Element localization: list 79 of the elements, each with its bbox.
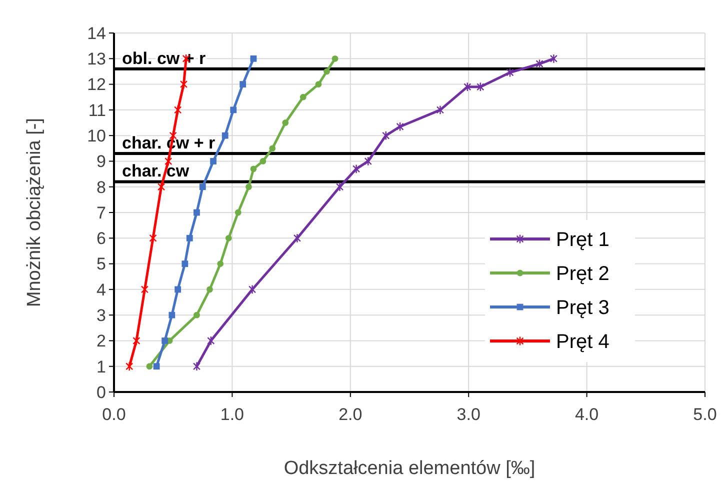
point <box>157 182 166 192</box>
y-tick-label: 5 <box>96 254 106 274</box>
point <box>250 166 257 172</box>
x-tick-label: 2.0 <box>338 405 362 424</box>
point <box>174 286 182 293</box>
point <box>506 68 514 78</box>
point <box>260 158 266 164</box>
point <box>300 94 306 100</box>
point <box>352 164 360 174</box>
y-tick-label: 4 <box>96 280 106 300</box>
y-tick-label: 6 <box>96 229 106 248</box>
point <box>194 209 200 216</box>
point <box>126 362 134 372</box>
x-axis-title: Odkształcenia elementów [‰] <box>284 458 536 479</box>
point <box>168 312 176 318</box>
x-tick-label: 5.0 <box>693 405 717 424</box>
y-tick-label: 14 <box>87 24 106 43</box>
point <box>192 362 201 372</box>
point <box>153 363 160 370</box>
point <box>324 68 330 75</box>
point <box>180 79 188 90</box>
point <box>282 120 289 126</box>
point <box>207 336 215 346</box>
point <box>149 233 157 243</box>
point <box>186 234 193 242</box>
point <box>174 105 182 115</box>
legend-label: Pręt 1 <box>556 229 610 251</box>
point <box>162 338 168 344</box>
y-tick-label: 3 <box>96 306 106 326</box>
point <box>182 260 188 267</box>
point <box>246 184 252 190</box>
point <box>476 82 484 92</box>
y-tick-label: 1 <box>96 357 106 376</box>
point <box>225 234 232 242</box>
y-tick-label: 8 <box>96 178 106 197</box>
point <box>248 284 256 294</box>
point <box>206 286 213 293</box>
y-axis-title: Mnożnik obciążenia [-] <box>24 118 45 308</box>
point <box>293 233 302 243</box>
point <box>250 55 257 62</box>
y-tick-label: 10 <box>87 126 106 146</box>
point <box>332 55 338 62</box>
y-tick-label: 0 <box>96 382 106 402</box>
point <box>146 363 153 370</box>
point <box>230 106 237 114</box>
x-tick-label: 0.0 <box>102 405 126 424</box>
point <box>140 284 149 294</box>
point <box>436 105 444 115</box>
point <box>222 132 228 139</box>
point <box>199 184 206 190</box>
point <box>364 156 372 166</box>
point <box>382 130 390 140</box>
point <box>194 312 200 318</box>
point <box>164 156 172 166</box>
y-tick-label: 7 <box>96 203 106 222</box>
point <box>396 122 404 132</box>
point <box>336 182 344 192</box>
ref-line-label: char. cw <box>122 162 190 181</box>
x-tick-label: 1.0 <box>220 405 244 424</box>
legend-label: Pręt 3 <box>556 297 610 319</box>
point <box>550 54 558 64</box>
y-tick-label: 2 <box>96 332 106 351</box>
legend-label: Pręt 2 <box>556 263 610 285</box>
x-tick-label: 3.0 <box>456 405 480 424</box>
point <box>132 336 140 346</box>
legend-label: Pręt 4 <box>556 331 610 353</box>
point <box>210 158 216 164</box>
point <box>240 81 246 88</box>
point <box>234 209 242 216</box>
point <box>269 145 276 152</box>
y-tick-label: 9 <box>96 152 106 172</box>
point <box>536 58 544 69</box>
point <box>315 81 322 88</box>
x-tick-label: 4.0 <box>574 405 599 424</box>
point <box>464 82 472 92</box>
point <box>217 260 224 267</box>
y-tick-label: 11 <box>88 100 106 120</box>
y-tick-label: 13 <box>87 50 106 69</box>
y-tick-label: 12 <box>87 75 106 94</box>
